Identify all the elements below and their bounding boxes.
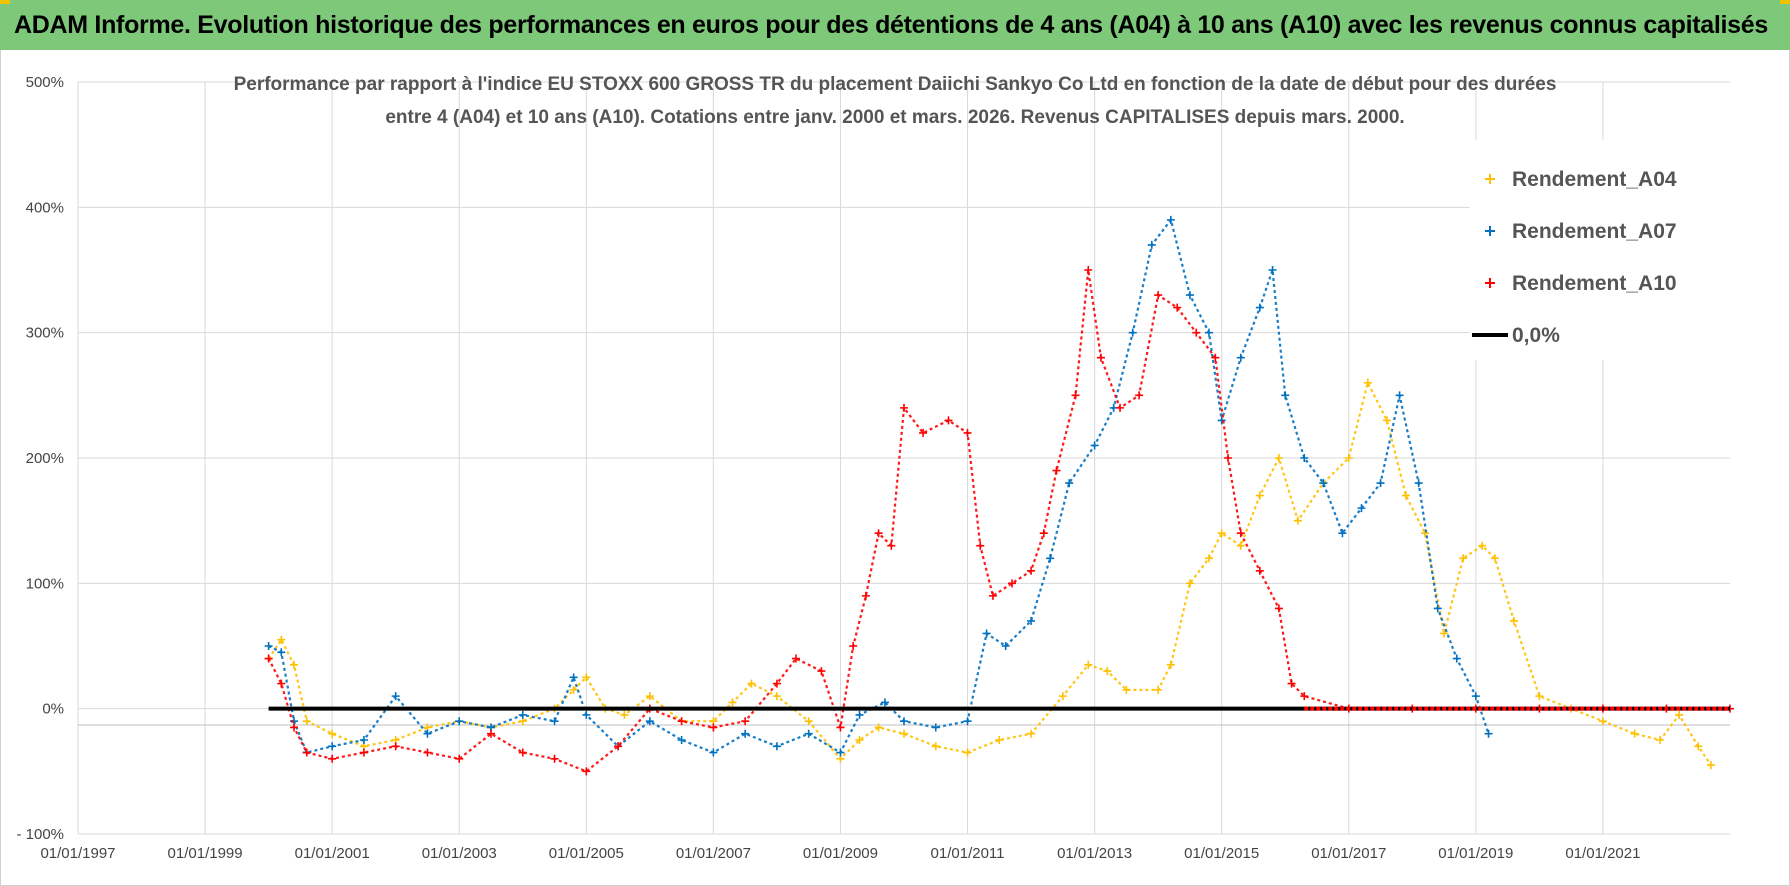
- y-tick-label: 400%: [26, 199, 64, 216]
- x-tick-label: 01/01/2007: [676, 845, 751, 862]
- point-a10: [582, 767, 591, 776]
- point-a10: [919, 428, 928, 437]
- point-a10: [817, 667, 826, 676]
- y-tick-label: - 100%: [16, 826, 64, 843]
- series-rendement_a04: [264, 378, 1715, 770]
- point-a07: [880, 698, 889, 707]
- series-trace: [268, 217, 1490, 755]
- point-a10: [1173, 303, 1182, 312]
- point-a07: [1357, 504, 1366, 513]
- point-a07: [804, 729, 813, 738]
- point-a07: [645, 717, 654, 726]
- point-a04: [1204, 554, 1213, 563]
- point-a04: [1490, 554, 1499, 563]
- chart-title-line-1: Performance par rapport à l'indice EU ST…: [234, 74, 1557, 95]
- corner-accent-left: [0, 0, 10, 4]
- series-trace: [267, 379, 1712, 766]
- y-tick-label: 200%: [26, 450, 64, 467]
- legend-marker-a07: [1485, 226, 1495, 236]
- chart-legend: Rendement_A04 Rendement_A07 Rendement_A1…: [1470, 140, 1730, 360]
- x-tick-label: 01/01/1999: [168, 845, 243, 862]
- point-a10: [1008, 579, 1017, 588]
- y-axis-ticks: - 100% 0% 100% 200% 300% 400% 500%: [16, 74, 64, 843]
- y-tick-label: 100%: [26, 575, 64, 592]
- point-a04: [569, 685, 578, 694]
- series-rendement_a07: [264, 215, 1493, 757]
- x-tick-label: 01/01/2017: [1311, 845, 1386, 862]
- x-axis-ticks: 01/01/1997 01/01/1999 01/01/2001 01/01/2003…: [40, 845, 1640, 862]
- legend-background: [1470, 140, 1730, 360]
- point-a04: [1706, 761, 1715, 770]
- y-tick-label: 500%: [26, 74, 64, 91]
- series-trace: [267, 269, 1730, 773]
- legend-label-zero: 0,0%: [1512, 324, 1560, 347]
- point-a04: [855, 736, 864, 744]
- legend-marker-a04: [1485, 174, 1495, 184]
- report-banner: ADAM Informe. Evolution historique des p…: [0, 0, 1790, 50]
- legend-label-a10: Rendement_A10: [1512, 272, 1677, 295]
- point-a04: [582, 673, 591, 682]
- x-tick-label: 01/01/2013: [1057, 845, 1132, 862]
- point-a10: [614, 742, 623, 751]
- scatter-points: [264, 215, 1734, 776]
- point-a04: [1217, 529, 1226, 538]
- x-tick-label: 01/01/1997: [40, 845, 115, 862]
- point-a04: [874, 723, 883, 732]
- point-a04: [277, 635, 286, 644]
- legend-label-a04: Rendement_A04: [1512, 168, 1677, 191]
- point-a07: [264, 642, 273, 650]
- x-tick-label: 01/01/2009: [803, 845, 878, 862]
- y-tick-label: 300%: [26, 325, 64, 342]
- point-a04: [747, 679, 756, 688]
- x-tick-label: 01/01/2003: [422, 845, 497, 862]
- x-tick-label: 01/01/2001: [295, 845, 370, 862]
- chart-title-line-2: entre 4 (A04) et 10 ans (A10). Cotations…: [385, 107, 1404, 128]
- x-tick-label: 01/01/2015: [1184, 845, 1259, 862]
- x-tick-label: 01/01/2019: [1438, 845, 1513, 862]
- x-tick-label: 01/01/2011: [931, 845, 1005, 862]
- point-a10: [264, 654, 273, 663]
- point-a07: [1001, 642, 1010, 650]
- legend-label-a07: Rendement_A07: [1512, 220, 1677, 243]
- legend-marker-a10: [1485, 278, 1495, 288]
- x-tick-label: 01/01/2005: [549, 845, 624, 862]
- corner-accent-right: [1780, 0, 1790, 4]
- point-a10: [772, 679, 781, 688]
- banner-title: ADAM Informe. Evolution historique des p…: [14, 10, 1768, 39]
- point-a10: [791, 654, 800, 663]
- point-a04: [645, 692, 654, 701]
- point-a04: [1478, 541, 1487, 550]
- y-tick-label: 0%: [42, 701, 64, 718]
- point-a10: [487, 729, 495, 738]
- x-tick-label: 01/01/2021: [1565, 845, 1640, 862]
